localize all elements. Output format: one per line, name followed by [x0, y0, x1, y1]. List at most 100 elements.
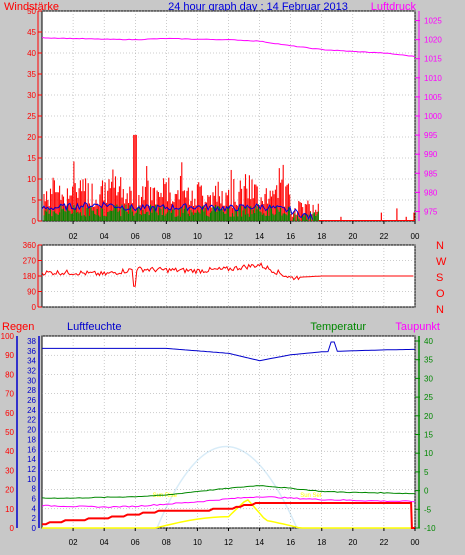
rain-line	[42, 502, 415, 529]
humidity-tick-label: 16	[27, 445, 36, 454]
humidity-tick-label: 36	[27, 347, 36, 356]
direction-grid	[42, 244, 416, 308]
hour-tick-label: 10	[193, 538, 202, 547]
temperature-tick-label: 30	[424, 374, 433, 383]
dewpoint-line	[41, 496, 416, 508]
hour-tick-label: 06	[131, 538, 140, 547]
humidity-tick-label: 0	[32, 524, 37, 533]
temperature-tick-label: 5	[424, 468, 429, 477]
rain-axis-label: Regen	[2, 321, 34, 333]
humidity-tick-label: 2	[32, 514, 37, 523]
hour-tick-label: 00	[411, 538, 420, 547]
humidity-tick-label: 4	[32, 504, 37, 513]
humidity-tick-label: 38	[27, 337, 36, 346]
wind-ticks: 0 5 10 15 20 25 30 35 40 45 50	[27, 7, 42, 226]
pressure-tick-label: 1015	[424, 55, 442, 64]
direction-line	[41, 262, 414, 287]
daylight-curve	[156, 446, 298, 529]
hour-tick-label: 14	[255, 232, 264, 241]
wind-tick-label: 45	[27, 28, 36, 37]
wind-tick-label: 40	[27, 49, 36, 58]
temperature-tick-label: 0	[424, 487, 429, 496]
humidity-tick-label: 14	[27, 455, 36, 464]
temperature-tick-label: 20	[424, 412, 433, 421]
compass-letter: S	[436, 272, 443, 284]
rain-ticks: 0 10 20 30 40 50 60 70 80 90 100	[1, 332, 18, 533]
compass-letter: W	[436, 256, 447, 268]
pressure-tick-label: 1000	[424, 112, 442, 121]
temperature-axis-label: Temperatur	[310, 321, 366, 333]
pressure-tick-label: 995	[424, 131, 438, 140]
hour-tick-label: 08	[162, 232, 171, 241]
hour-tick-label: 02	[69, 232, 78, 241]
daylight-arc	[156, 446, 298, 529]
direction-line	[41, 262, 414, 287]
sunrise-label: Sun Rise	[153, 493, 178, 499]
humidity-tick-label: 28	[27, 386, 36, 395]
pressure-tick-label: 1025	[424, 17, 442, 26]
direction-tick-label: 360	[23, 241, 37, 250]
direction-tick-label: 90	[27, 288, 36, 297]
pressure-axis-label: Luftdruck	[371, 1, 417, 13]
rain-tick-label: 0	[10, 524, 15, 533]
wind-average-line	[41, 201, 313, 220]
pressure-tick-label: 1010	[424, 74, 442, 83]
hour-tick-label: 10	[193, 232, 202, 241]
humidity-tick-label: 30	[27, 376, 36, 385]
wind-tick-label: 10	[27, 175, 36, 184]
hour-tick-label: 04	[100, 232, 109, 241]
hour-tick-label: 06	[131, 232, 140, 241]
pressure-ticks: 975 980 985 990 995 1000 1005 1010 1015 1020 1025	[415, 11, 442, 221]
humidity-tick-label: 26	[27, 396, 36, 405]
temperature-tick-label: 10	[424, 449, 433, 458]
chart-title: 24 hour graph day : 14 Februar 2013	[168, 1, 348, 13]
humidity-tick-label: 12	[27, 465, 36, 474]
temperature-tick-label: 40	[424, 337, 433, 346]
temperature-tick-label: 25	[424, 393, 433, 402]
rain-tick-label: 40	[5, 447, 14, 456]
hour-tick-label: 12	[224, 538, 233, 547]
humidity-tick-label: 24	[27, 406, 36, 415]
rain-tick-label: 100	[1, 332, 15, 341]
rain-tick-label: 90	[5, 351, 14, 360]
wind-lines	[41, 37, 416, 220]
rain-tick-label: 80	[5, 370, 14, 379]
hour-tick-label: 20	[348, 538, 357, 547]
humidity-tick-label: 32	[27, 367, 36, 376]
pressure-tick-label: 1005	[424, 93, 442, 102]
humidity-tick-label: 6	[32, 494, 37, 503]
wind-tick-label: 35	[27, 70, 36, 79]
rain-tick-label: 50	[5, 428, 14, 437]
direction-tick-label: 0	[32, 303, 37, 312]
dewpoint-axis-label: Taupunkt	[395, 321, 440, 333]
humidity-tick-label: 20	[27, 426, 36, 435]
wind-tick-label: 30	[27, 91, 36, 100]
humidity-tick-label: 8	[32, 485, 37, 494]
temperature-tick-label: -10	[424, 524, 436, 533]
hour-tick-label: 22	[379, 538, 388, 547]
hour-tick-label: 18	[317, 232, 326, 241]
sunset-label: Sun Set	[300, 493, 322, 499]
humidity-line	[42, 341, 415, 362]
rain-tick-label: 70	[5, 390, 14, 399]
direction-ticks: 0 90 180 270 360	[23, 241, 42, 312]
hour-tick-label: 16	[286, 232, 295, 241]
hour-tick-label: 04	[100, 538, 109, 547]
hour-tick-label: 02	[69, 538, 78, 547]
rain-tick-label: 60	[5, 409, 14, 418]
pressure-tick-label: 1020	[424, 36, 442, 45]
compass-letter: N	[436, 240, 444, 252]
direction-tick-label: 180	[23, 272, 37, 281]
humidity-tick-label: 18	[27, 435, 36, 444]
humidity-axis-label: Luftfeuchte	[67, 321, 121, 333]
hour-tick-label: 16	[286, 538, 295, 547]
pressure-line	[41, 37, 416, 58]
wind-tick-label: 0	[32, 217, 37, 226]
wind-tick-label: 25	[27, 112, 36, 121]
